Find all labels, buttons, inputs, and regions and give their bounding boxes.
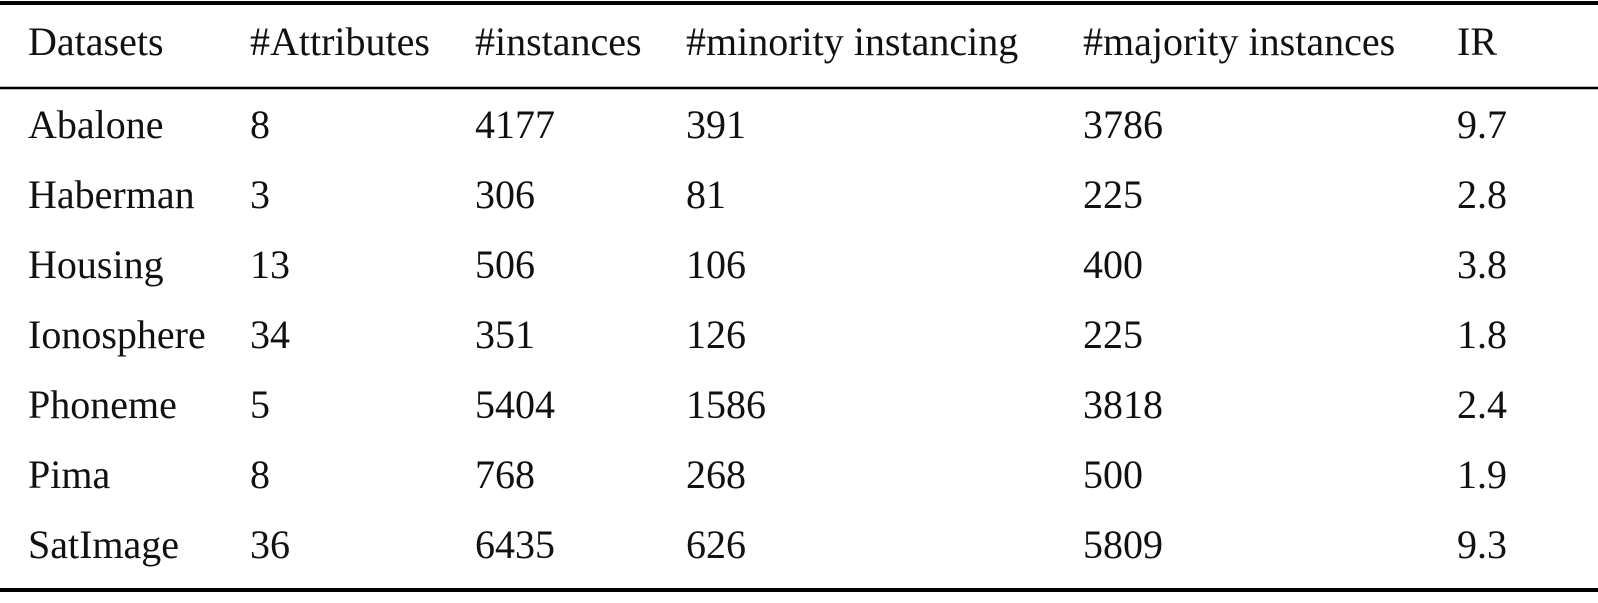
table-cell: Housing xyxy=(28,242,164,287)
table-cell: 106 xyxy=(686,242,746,287)
table-cell: 3818 xyxy=(1083,382,1163,427)
table-cell: 34 xyxy=(250,312,290,357)
header-cell: IR xyxy=(1457,19,1497,64)
table-cell: 9.3 xyxy=(1457,522,1507,567)
table-cell: 3 xyxy=(250,172,270,217)
table-cell: 500 xyxy=(1083,452,1143,497)
table-cell: 351 xyxy=(475,312,535,357)
table-cell: 400 xyxy=(1083,242,1143,287)
table-cell: 1586 xyxy=(686,382,766,427)
table-cell: 1.9 xyxy=(1457,452,1507,497)
table-cell: 626 xyxy=(686,522,746,567)
table-cell: 225 xyxy=(1083,312,1143,357)
table-cell: 4177 xyxy=(475,102,555,147)
header-cell: #instances xyxy=(475,19,642,64)
table-cell: 391 xyxy=(686,102,746,147)
table-cell: 306 xyxy=(475,172,535,217)
table-cell: 81 xyxy=(686,172,726,217)
table-cell: 2.4 xyxy=(1457,382,1507,427)
table-cell: Abalone xyxy=(28,102,164,147)
table-cell: 2.8 xyxy=(1457,172,1507,217)
table-cell: 3.8 xyxy=(1457,242,1507,287)
table-cell: SatImage xyxy=(28,522,179,567)
table-cell: Haberman xyxy=(28,172,195,217)
table-cell: 36 xyxy=(250,522,290,567)
table-cell: 13 xyxy=(250,242,290,287)
table-cell: 8 xyxy=(250,102,270,147)
table-cell: Phoneme xyxy=(28,382,177,427)
header-cell: #minority instancing xyxy=(686,19,1018,64)
table-cell: Pima xyxy=(28,452,110,497)
table-cell: 6435 xyxy=(475,522,555,567)
table-cell: 1.8 xyxy=(1457,312,1507,357)
table-cell: 225 xyxy=(1083,172,1143,217)
table-cell: 268 xyxy=(686,452,746,497)
header-cell: Datasets xyxy=(28,19,164,64)
table-cell: 8 xyxy=(250,452,270,497)
table-cell: 3786 xyxy=(1083,102,1163,147)
header-cell: #Attributes xyxy=(250,19,430,64)
table-cell: 5809 xyxy=(1083,522,1163,567)
table-cell: 126 xyxy=(686,312,746,357)
table-cell: 768 xyxy=(475,452,535,497)
table-cell: 506 xyxy=(475,242,535,287)
table-cell: Ionosphere xyxy=(28,312,206,357)
table-cell: 9.7 xyxy=(1457,102,1507,147)
table-cell: 5404 xyxy=(475,382,555,427)
table-cell: 5 xyxy=(250,382,270,427)
header-cell: #majority instances xyxy=(1083,19,1395,64)
